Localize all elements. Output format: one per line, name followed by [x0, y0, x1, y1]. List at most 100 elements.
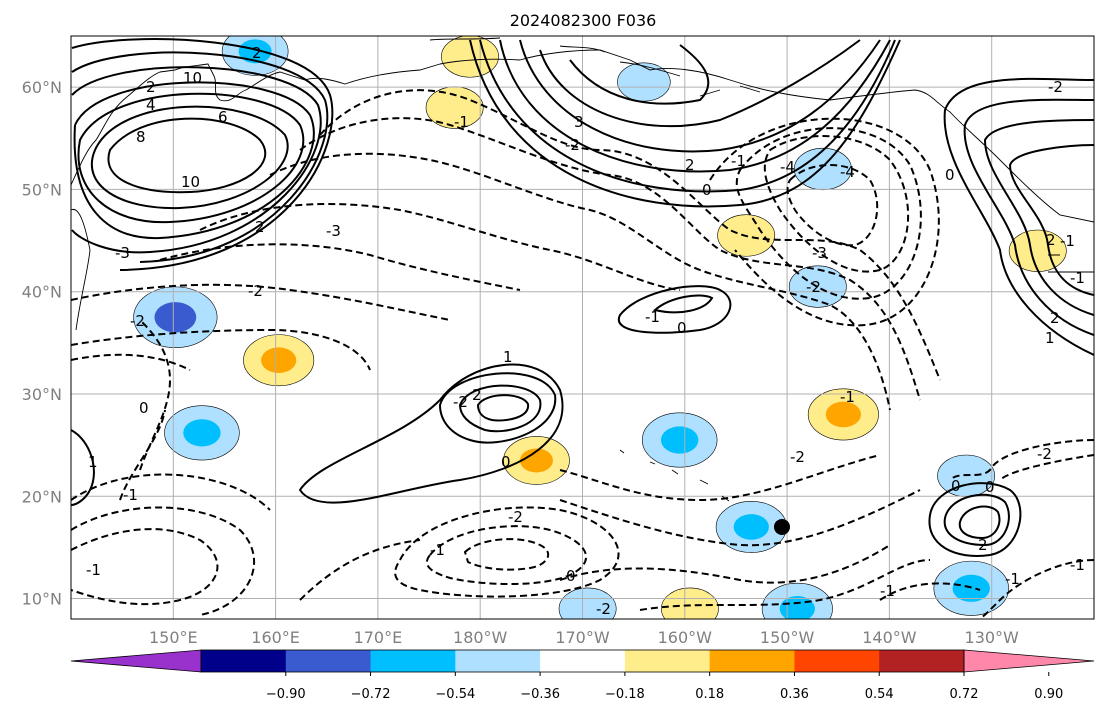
- contour-label: 0: [501, 453, 511, 471]
- anomaly-core: [519, 448, 553, 473]
- contour-label: 1: [1045, 329, 1055, 347]
- lon-tick-label: 170°W: [555, 628, 610, 647]
- figure-title: 2024082300 F036: [510, 11, 657, 30]
- contour-label: -2: [130, 312, 145, 330]
- contour-label: 2: [252, 44, 262, 62]
- contour-label: -2: [806, 278, 821, 296]
- contour-label: 1: [503, 348, 513, 366]
- contour-label: 2: [146, 78, 156, 96]
- contour-label: 1: [88, 453, 98, 471]
- anomaly-core: [733, 514, 769, 540]
- contour-label: 2: [685, 156, 695, 174]
- contour-label: -1: [430, 541, 445, 559]
- contour-label: 3: [574, 113, 584, 131]
- anomaly-core: [779, 595, 815, 619]
- contour-label: 0: [985, 478, 995, 496]
- map-frame: [70, 35, 1095, 620]
- lat-tick-label: 50°N: [22, 180, 62, 199]
- lat-tick-label: 40°N: [22, 283, 62, 302]
- colorbar-segment: [201, 650, 287, 672]
- colorbar-segment: [709, 650, 795, 672]
- colorbar-tick-label: −0.36: [520, 687, 560, 702]
- contour-label: -2: [453, 393, 468, 411]
- location-marker: [773, 518, 790, 535]
- lon-tick-label: 150°W: [760, 628, 815, 647]
- contour-label: -3: [115, 244, 130, 262]
- anomaly-core: [825, 401, 861, 428]
- colorbar-tick-label: 0.36: [780, 687, 809, 702]
- anomaly-core: [660, 426, 699, 454]
- positive-contours: [71, 38, 1094, 557]
- contour-label: 2: [1050, 309, 1060, 327]
- contour-label: -2: [1048, 78, 1063, 96]
- colorbar-segment: [879, 650, 965, 672]
- colorbar-tick-label: 0.18: [695, 687, 724, 702]
- anomaly-core: [183, 419, 221, 447]
- colorbar-tick-label: −0.54: [435, 687, 475, 702]
- lon-tick-label: 160°E: [251, 628, 300, 647]
- colorbar-segment: [455, 650, 541, 672]
- colorbar-tick-label: 0.54: [865, 687, 894, 702]
- contour-label: -2: [790, 448, 805, 466]
- contour-label: -1: [1070, 556, 1085, 574]
- lat-tick-label: 10°N: [22, 590, 62, 609]
- contour-label: 0: [677, 319, 687, 337]
- contour-label: -4: [780, 158, 795, 176]
- anomaly-core: [261, 347, 297, 374]
- coastlines: [71, 37, 1094, 502]
- map-area: 2 10 2 4 6 8 10 2 3 2 0 -1 -2 -3 -4 -3 -…: [71, 36, 1094, 619]
- contour-label: -1: [840, 388, 855, 406]
- contour-label: -1: [454, 113, 469, 131]
- lon-tick-label: 170°E: [354, 628, 403, 647]
- contour-label: 0: [945, 166, 955, 184]
- anomaly-patch: [558, 587, 617, 619]
- contour-label: -1: [86, 561, 101, 579]
- lon-tick-label: 140°W: [862, 628, 917, 647]
- contour-label: -2: [1037, 445, 1052, 463]
- graticule: [71, 36, 1094, 619]
- contour-label: 0: [951, 477, 961, 495]
- lon-tick-label: 150°E: [149, 628, 198, 647]
- contour-label: 0: [702, 181, 712, 199]
- contour-label: -1: [123, 486, 138, 504]
- contour-label: -1: [880, 582, 895, 600]
- contour-label: -3: [812, 244, 827, 262]
- contour-label: 0: [566, 567, 576, 585]
- latitude-labels: 10°N 20°N 30°N 40°N 50°N 60°N: [22, 78, 62, 608]
- anomaly-patch: [1008, 229, 1067, 272]
- colorbar-tick-label: −0.90: [266, 687, 306, 702]
- anomaly-core: [238, 39, 272, 64]
- contour-label: 4: [146, 96, 156, 114]
- contour-label: -3: [326, 222, 341, 240]
- colorbar-tick-label: 0.90: [1034, 687, 1063, 702]
- contour-label: -1: [1005, 570, 1020, 588]
- contour-label: -2: [508, 508, 523, 526]
- contour-label: -2: [596, 600, 611, 618]
- contour-label: 2: [472, 386, 482, 404]
- colorbar-segment: [370, 650, 456, 672]
- colorbar-extend-low: [70, 649, 202, 673]
- colorbar-segment: [285, 650, 372, 672]
- negative-contours: [71, 89, 1094, 619]
- lon-tick-label: 160°W: [658, 628, 713, 647]
- anomaly-core: [154, 302, 197, 333]
- lon-tick-label: 130°W: [965, 628, 1020, 647]
- contour-labels: 2 10 2 4 6 8 10 2 3 2 0 -1 -2 -3 -4 -3 -…: [86, 44, 1085, 618]
- contour-label: 10: [181, 173, 200, 191]
- colorbar-tick-label: 0.72: [950, 687, 979, 702]
- contour-label: -1: [731, 152, 746, 170]
- colorbar-segment: [624, 650, 711, 672]
- contour-label: -1: [1060, 232, 1075, 250]
- contour-label: -2: [248, 282, 263, 300]
- contour-label: -1: [1070, 269, 1085, 287]
- contour-label: -2: [565, 136, 580, 154]
- lat-tick-label: 30°N: [22, 385, 62, 404]
- anomaly-patch: [441, 36, 499, 78]
- contour-label: -1: [645, 308, 660, 326]
- contour-label: 6: [218, 108, 228, 126]
- contour-label: 2: [978, 536, 988, 554]
- anomaly-patch: [661, 587, 719, 619]
- contour-label: 10: [183, 69, 202, 87]
- contour-label: 2: [255, 218, 265, 236]
